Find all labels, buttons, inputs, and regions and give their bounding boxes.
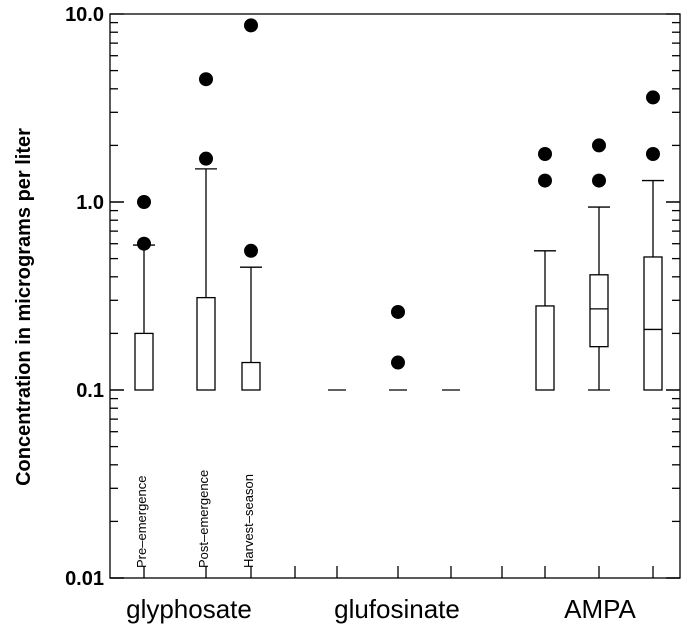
outlier-point bbox=[391, 355, 405, 370]
outlier-point bbox=[199, 72, 213, 87]
y-tick-label: 0.01 bbox=[65, 568, 104, 590]
outlier-point bbox=[592, 173, 606, 188]
y-tick-label: 0.1 bbox=[76, 380, 104, 402]
box-iqr bbox=[196, 296, 216, 391]
box-iqr bbox=[134, 332, 154, 391]
box-glyphosate-1 bbox=[195, 72, 217, 391]
box-glufosinate-1 bbox=[389, 304, 407, 391]
outlier-point bbox=[199, 151, 213, 166]
outlier-point bbox=[538, 173, 552, 188]
y-tick-label: 1.0 bbox=[76, 192, 104, 214]
box-iqr bbox=[535, 305, 555, 391]
period-label: Pre–emergence bbox=[134, 476, 149, 569]
category-label: glyphosate bbox=[126, 594, 252, 624]
category-label: AMPA bbox=[564, 594, 636, 624]
outlier-point bbox=[646, 90, 660, 105]
box-glyphosate-0 bbox=[133, 195, 155, 391]
outlier-point bbox=[244, 18, 258, 33]
box-AMPA-1 bbox=[588, 138, 610, 391]
box-iqr bbox=[241, 361, 261, 391]
outlier-point bbox=[137, 195, 151, 209]
box-AMPA-0 bbox=[534, 147, 556, 391]
box-glyphosate-2 bbox=[240, 18, 262, 391]
box-iqr bbox=[643, 256, 663, 391]
category-label: glufosinate bbox=[334, 594, 460, 624]
box-AMPA-2 bbox=[642, 90, 664, 391]
outlier-point bbox=[244, 243, 258, 258]
y-axis-label: Concentration in micrograms per liter bbox=[13, 128, 35, 486]
period-label: Harvest–season bbox=[241, 474, 256, 568]
y-tick-label: 10.0 bbox=[65, 4, 104, 26]
plot-frame bbox=[109, 13, 681, 579]
outlier-point bbox=[646, 147, 660, 162]
outlier-point bbox=[538, 147, 552, 162]
outlier-point bbox=[391, 304, 405, 319]
period-label: Post–emergence bbox=[196, 470, 211, 568]
outlier-point bbox=[592, 138, 606, 153]
box-iqr bbox=[589, 274, 609, 348]
outlier-point bbox=[137, 236, 151, 251]
